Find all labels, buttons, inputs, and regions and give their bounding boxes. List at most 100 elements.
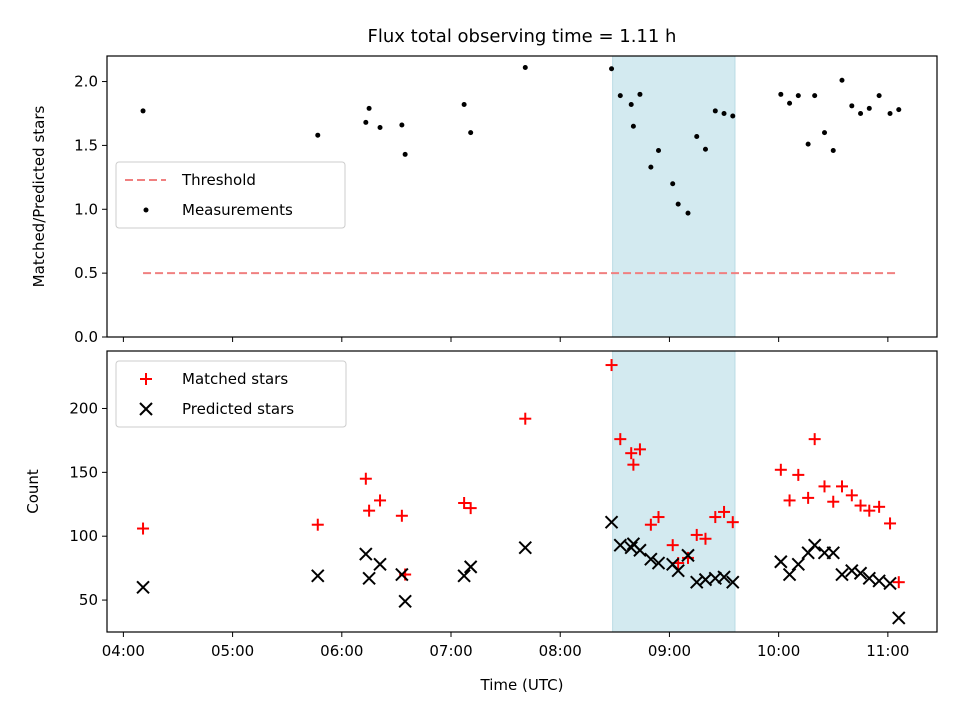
matched-star-marker <box>845 489 858 502</box>
cross-b <box>373 557 387 572</box>
series-dot-group <box>140 64 902 216</box>
predicted-star-marker <box>136 580 150 595</box>
predicted-star-marker <box>681 548 695 563</box>
matched-star-marker <box>625 447 638 460</box>
measurement-point <box>637 91 643 97</box>
cross-b <box>774 555 788 569</box>
x-tick-label: 05:00 <box>211 642 254 660</box>
measurement-point <box>787 100 793 106</box>
matched-star-marker <box>709 511 722 524</box>
predicted-star-marker <box>690 575 704 589</box>
x-tick-label: 09:00 <box>648 642 691 660</box>
legend-label: Measurements <box>182 201 293 219</box>
predicted-star-marker <box>624 540 638 555</box>
predicted-star-marker <box>633 543 647 557</box>
predicted-star-marker <box>791 557 806 572</box>
cross-b <box>362 571 376 586</box>
cross-b <box>845 563 859 578</box>
measurement-point <box>363 119 369 125</box>
measurement-point <box>721 110 727 116</box>
predicted-star-marker <box>651 556 666 570</box>
measurement-point <box>812 93 818 99</box>
measurement-point <box>849 103 855 109</box>
measurement-point <box>896 107 902 113</box>
x-axis-label: Time (UTC) <box>480 676 564 694</box>
cross-b <box>791 557 806 572</box>
predicted-star-marker <box>362 571 376 586</box>
observing-window-shade <box>612 55 736 338</box>
matched-star-marker <box>464 502 477 515</box>
predicted-star-marker <box>717 570 731 584</box>
cross-b <box>690 575 704 589</box>
matched-star-marker <box>873 500 886 513</box>
cross-b <box>872 574 886 588</box>
cross-b <box>395 567 409 582</box>
matched-star-marker <box>718 505 731 518</box>
y-tick-label: 50 <box>79 591 98 609</box>
measurement-point <box>675 201 681 207</box>
matched-star-marker <box>359 472 372 485</box>
measurement-point <box>617 93 623 99</box>
measurement-point <box>694 133 700 139</box>
matched-star-marker <box>827 495 840 508</box>
series-cross-group <box>136 515 906 625</box>
chart-title: Flux total observing time = 1.11 h <box>368 26 677 47</box>
matched-star-marker <box>699 532 712 545</box>
matched-star-marker <box>792 468 805 481</box>
legend-measurement-swatch <box>143 207 149 213</box>
y-axis-label: Matched/Predicted stars <box>30 106 48 288</box>
predicted-star-marker <box>807 538 822 552</box>
matched-star-marker <box>682 551 694 564</box>
x-tick-label: 07:00 <box>429 642 472 660</box>
matched-star-marker <box>854 499 867 512</box>
predicted-star-marker <box>395 567 409 582</box>
y-tick-label: 1.0 <box>74 200 98 218</box>
measurement-point <box>805 141 811 147</box>
matched-star-marker <box>458 496 471 509</box>
legend: Threshold Measurements <box>115 161 346 229</box>
measurement-point <box>140 108 146 114</box>
y-axis-label: Count <box>24 469 42 514</box>
predicted-star-marker <box>872 574 886 588</box>
matched-star-marker <box>627 458 640 471</box>
matched-star-marker <box>892 576 905 589</box>
x-tick-label: 08:00 <box>539 642 582 660</box>
matched-star-marker <box>614 433 627 446</box>
predicted-star-marker <box>853 566 868 580</box>
measurement-point <box>830 148 836 154</box>
cross-b <box>651 556 666 570</box>
legend: Matched stars Predicted stars <box>115 360 347 428</box>
measurement-point <box>887 110 893 116</box>
predicted-star-marker <box>518 540 532 555</box>
cross-b <box>136 580 150 595</box>
matched-star-marker <box>374 494 387 507</box>
predicted-star-marker <box>671 563 685 578</box>
predicted-star-marker <box>826 546 840 560</box>
cross-b <box>398 594 412 609</box>
matched-star-marker <box>783 494 796 507</box>
predicted-star-marker <box>613 538 627 552</box>
measurement-point <box>366 105 372 111</box>
measurement-point <box>858 110 864 116</box>
cross-b <box>644 552 658 566</box>
predicted-star-marker <box>373 557 387 572</box>
measurement-point <box>685 210 691 216</box>
panel-2: 04:00 05:00 06:00 07:00 08:00 09:00 10:00 11:00… <box>24 350 938 660</box>
measurement-point <box>468 130 474 136</box>
matched-star-marker <box>818 480 831 493</box>
matched-star-marker <box>311 518 324 531</box>
predicted-star-marker <box>835 567 849 582</box>
predicted-star-marker <box>845 563 859 578</box>
measurement-point <box>712 108 718 114</box>
cross-b <box>624 540 638 555</box>
cross-b <box>717 570 731 584</box>
measurement-point <box>778 91 784 97</box>
cross-b <box>626 537 641 551</box>
cross-b <box>613 538 627 552</box>
cross-b <box>892 611 906 625</box>
measurement-point <box>630 123 636 129</box>
matched-star-marker <box>395 509 408 522</box>
legend-label: Predicted stars <box>182 400 294 418</box>
legend-cross-b <box>139 402 153 416</box>
